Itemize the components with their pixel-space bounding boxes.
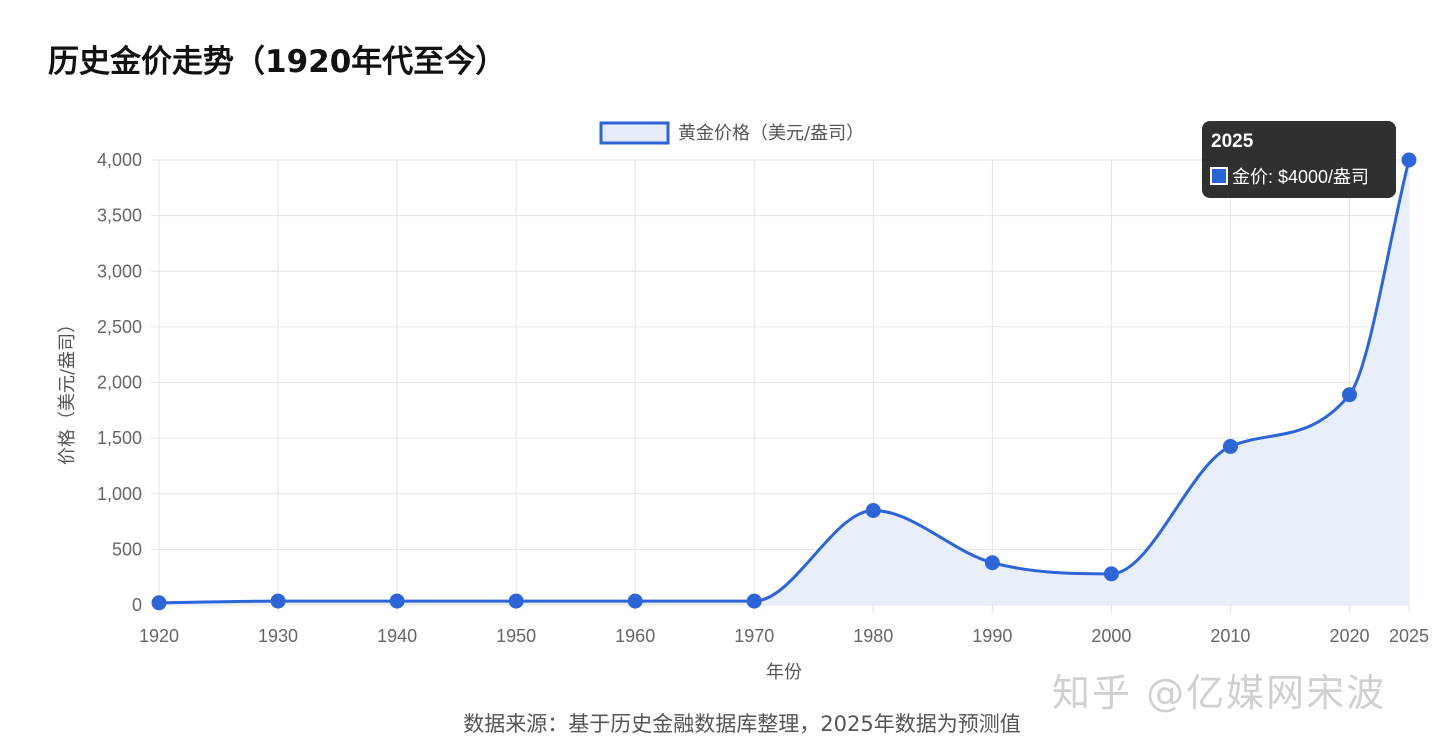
tooltip: 2025 金价 : $4000/盎司 (1202, 121, 1396, 198)
y-tick-labels: 0 500 1,000 1,500 2,000 2,500 3,000 3,500 4,000 (97, 150, 142, 615)
legend[interactable]: 黄金价格（美元/盎司） (599, 121, 864, 145)
data-point-2020[interactable] (1341, 387, 1357, 403)
x-tick-label: 2000 (1091, 626, 1131, 646)
data-point-1940[interactable] (389, 593, 405, 609)
y-tick-label: 3,000 (97, 261, 142, 281)
legend-label: 黄金价格（美元/盎司） (678, 123, 864, 144)
tooltip-color-swatch (1210, 167, 1228, 185)
x-tick-label: 1920 (139, 626, 179, 646)
source-note: 数据来源：基于历史金融数据库整理，2025年数据为预测值 (463, 712, 1021, 736)
x-tick-label: 1960 (615, 626, 655, 646)
data-point-2010[interactable] (1222, 438, 1238, 454)
tooltip-value: : $4000/盎司 (1268, 167, 1370, 187)
x-tick-label: 1970 (734, 626, 774, 646)
gold-price-chart: 05001,0001,5002,0002,5003,0003,5004,000 … (57, 121, 1429, 683)
y-tick-label: 0 (132, 595, 142, 615)
data-point-1950[interactable] (508, 593, 524, 609)
y-tick-label: 4,000 (97, 150, 142, 170)
x-tick-label: 2010 (1210, 626, 1250, 646)
x-tick-label: 2020 (1329, 626, 1369, 646)
tooltip-row: 金价 : $4000/盎司 (1210, 163, 1369, 189)
data-point-1960[interactable] (627, 593, 643, 609)
x-tick-label: 2025 (1389, 626, 1429, 646)
data-point-1920[interactable] (151, 595, 167, 611)
data-point-2025[interactable] (1401, 152, 1417, 168)
data-point-1930[interactable] (270, 593, 286, 609)
x-tick-label: 1990 (972, 626, 1012, 646)
legend-swatch (599, 121, 670, 145)
tooltip-series-label: 金价 (1232, 167, 1268, 187)
x-tick-label: 1980 (853, 626, 893, 646)
x-axis-label: 年份 (766, 662, 802, 683)
page-title: 历史金价走势（1920年代至今） (48, 44, 507, 80)
tooltip-title: 2025 (1211, 131, 1254, 152)
x-tick-labels: 1920 1930 1940 1950 1960 1970 1980 1990 2000 2010… (139, 626, 1429, 646)
watermark: 知乎 @亿媒网宋波 (1052, 671, 1387, 715)
y-tick-label: 1,000 (97, 484, 142, 504)
x-tick-label: 1930 (258, 626, 298, 646)
y-tick-label: 3,500 (97, 206, 142, 226)
x-tick-label: 1950 (496, 626, 536, 646)
x-tick-label: 1940 (377, 626, 417, 646)
data-point-1970[interactable] (746, 593, 762, 609)
data-point-1990[interactable] (984, 555, 1000, 571)
y-axis-label: 价格（美元/盎司） (57, 315, 78, 465)
area-fill (159, 160, 1409, 605)
data-points (151, 152, 1417, 611)
y-tick-label: 1,500 (97, 428, 142, 448)
y-tick-label: 500 (112, 539, 142, 559)
y-tick-label: 2,500 (97, 317, 142, 337)
data-point-2000[interactable] (1103, 566, 1119, 582)
y-tick-label: 2,000 (97, 373, 142, 393)
data-point-1980[interactable] (865, 502, 881, 518)
